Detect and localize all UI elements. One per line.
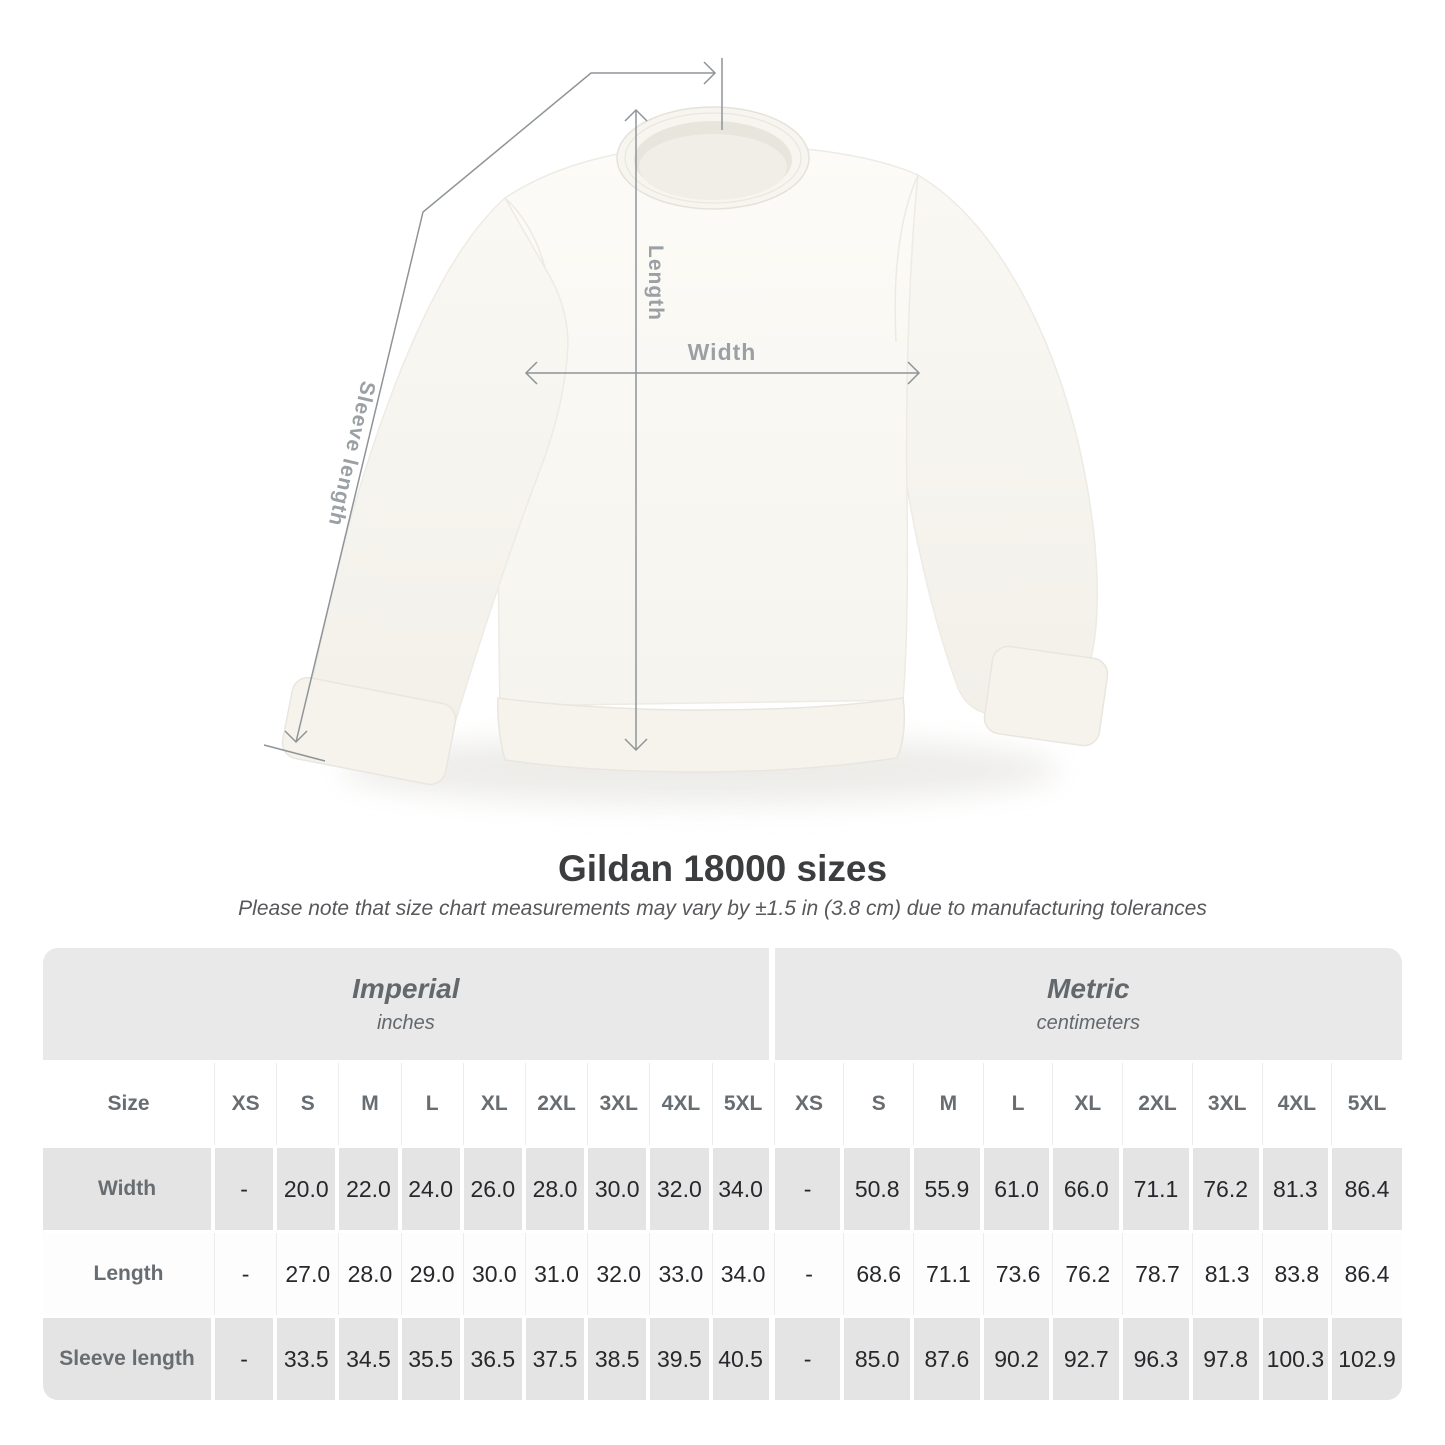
value-cell: 33.0 bbox=[650, 1233, 713, 1315]
unit-header-row: Imperial inches Metric centimeters bbox=[43, 948, 1402, 1060]
size-col-header: XS bbox=[774, 1063, 845, 1145]
imperial-header: Imperial inches bbox=[43, 948, 775, 1060]
size-col-header: 3XL bbox=[588, 1063, 651, 1145]
row-label: Width bbox=[43, 1148, 215, 1230]
value-cell: 32.0 bbox=[588, 1233, 651, 1315]
size-col-header: XL bbox=[1053, 1063, 1124, 1145]
size-table: Imperial inches Metric centimeters Size … bbox=[43, 948, 1402, 1400]
size-corner-header: Size bbox=[43, 1063, 215, 1145]
value-cell: 86.4 bbox=[1332, 1148, 1402, 1230]
value-cell: - bbox=[215, 1148, 278, 1230]
table-row-length: Length - 27.0 28.0 29.0 30.0 31.0 32.0 3… bbox=[43, 1233, 1402, 1315]
imperial-label: Imperial bbox=[352, 973, 460, 1004]
value-cell: 76.2 bbox=[1053, 1233, 1124, 1315]
length-measure: Length bbox=[624, 108, 667, 752]
value-cell: 32.0 bbox=[650, 1148, 713, 1230]
value-cell: 96.3 bbox=[1123, 1318, 1193, 1400]
size-col-header: 4XL bbox=[1262, 1063, 1333, 1145]
table-row-width: Width - 20.0 22.0 24.0 26.0 28.0 30.0 32… bbox=[43, 1148, 1402, 1230]
value-cell: 73.6 bbox=[983, 1233, 1054, 1315]
value-cell: 102.9 bbox=[1332, 1318, 1402, 1400]
value-cell: 20.0 bbox=[277, 1148, 340, 1230]
size-col-header: XS bbox=[215, 1063, 278, 1145]
value-cell: 34.5 bbox=[339, 1318, 402, 1400]
value-cell: 30.0 bbox=[588, 1148, 651, 1230]
value-cell: 22.0 bbox=[339, 1148, 402, 1230]
value-cell: - bbox=[774, 1148, 845, 1230]
value-cell: 36.5 bbox=[463, 1318, 526, 1400]
size-col-header: 4XL bbox=[650, 1063, 713, 1145]
size-col-header: L bbox=[401, 1063, 464, 1145]
value-cell: 92.7 bbox=[1053, 1318, 1124, 1400]
value-cell: 81.3 bbox=[1262, 1148, 1333, 1230]
size-col-header: M bbox=[914, 1063, 984, 1145]
value-cell: 66.0 bbox=[1053, 1148, 1124, 1230]
value-cell: 39.5 bbox=[650, 1318, 713, 1400]
value-cell: 78.7 bbox=[1123, 1233, 1193, 1315]
size-col-header: 2XL bbox=[1123, 1063, 1193, 1145]
tolerance-note: Please note that size chart measurements… bbox=[238, 897, 1207, 920]
value-cell: 34.0 bbox=[712, 1233, 775, 1315]
value-cell: 61.0 bbox=[983, 1148, 1054, 1230]
value-cell: 97.8 bbox=[1192, 1318, 1263, 1400]
value-cell: - bbox=[215, 1233, 278, 1315]
value-cell: 35.5 bbox=[401, 1318, 464, 1400]
row-label: Sleeve length bbox=[43, 1318, 215, 1400]
value-cell: 71.1 bbox=[1123, 1148, 1193, 1230]
table-row-sleeve-length: Sleeve length - 33.5 34.5 35.5 36.5 37.5… bbox=[43, 1318, 1402, 1400]
value-cell: - bbox=[774, 1233, 845, 1315]
value-cell: 50.8 bbox=[844, 1148, 915, 1230]
size-col-header: 5XL bbox=[712, 1063, 775, 1145]
value-cell: 83.8 bbox=[1262, 1233, 1333, 1315]
value-cell: 71.1 bbox=[914, 1233, 984, 1315]
value-cell: 68.6 bbox=[844, 1233, 915, 1315]
value-cell: 26.0 bbox=[463, 1148, 526, 1230]
size-col-header: S bbox=[844, 1063, 915, 1145]
value-cell: 28.0 bbox=[339, 1233, 402, 1315]
value-cell: 27.0 bbox=[277, 1233, 340, 1315]
metric-header: Metric centimeters bbox=[774, 948, 1402, 1060]
value-cell: 31.0 bbox=[525, 1233, 589, 1315]
value-cell: 85.0 bbox=[844, 1318, 915, 1400]
value-cell: 34.0 bbox=[712, 1148, 775, 1230]
value-cell: 28.0 bbox=[525, 1148, 589, 1230]
value-cell: 81.3 bbox=[1192, 1233, 1263, 1315]
metric-unit: centimeters bbox=[1036, 1012, 1140, 1034]
size-col-header: M bbox=[339, 1063, 402, 1145]
metric-label: Metric bbox=[1047, 973, 1130, 1004]
value-cell: 86.4 bbox=[1332, 1233, 1402, 1315]
value-cell: 24.0 bbox=[401, 1148, 464, 1230]
page-title: Gildan 18000 sizes bbox=[557, 848, 888, 889]
value-cell: 76.2 bbox=[1192, 1148, 1263, 1230]
size-col-header: 3XL bbox=[1192, 1063, 1263, 1145]
size-col-header: S bbox=[277, 1063, 340, 1145]
size-col-header: L bbox=[983, 1063, 1054, 1145]
size-col-header: XL bbox=[463, 1063, 526, 1145]
size-header-row: Size XS S M L XL 2XL 3XL 4XL 5XL XS S M … bbox=[43, 1063, 1402, 1145]
value-cell: 33.5 bbox=[277, 1318, 340, 1400]
value-cell: 29.0 bbox=[401, 1233, 464, 1315]
row-label: Length bbox=[43, 1233, 215, 1315]
value-cell: 40.5 bbox=[712, 1318, 775, 1400]
size-col-header: 5XL bbox=[1332, 1063, 1402, 1145]
value-cell: - bbox=[774, 1318, 845, 1400]
width-label: Width bbox=[688, 339, 757, 365]
value-cell: 87.6 bbox=[914, 1318, 984, 1400]
value-cell: 90.2 bbox=[983, 1318, 1054, 1400]
sweatshirt-illustration bbox=[281, 106, 1109, 804]
value-cell: 100.3 bbox=[1262, 1318, 1333, 1400]
length-label: Length bbox=[644, 245, 667, 321]
value-cell: 30.0 bbox=[463, 1233, 526, 1315]
value-cell: 55.9 bbox=[914, 1148, 984, 1230]
width-measure: Width bbox=[524, 339, 921, 385]
imperial-unit: inches bbox=[376, 1012, 435, 1034]
value-cell: 38.5 bbox=[588, 1318, 651, 1400]
size-diagram: Sleeve length Length Width bbox=[263, 58, 1109, 804]
value-cell: 37.5 bbox=[525, 1318, 589, 1400]
value-cell: - bbox=[215, 1318, 278, 1400]
size-col-header: 2XL bbox=[525, 1063, 589, 1145]
